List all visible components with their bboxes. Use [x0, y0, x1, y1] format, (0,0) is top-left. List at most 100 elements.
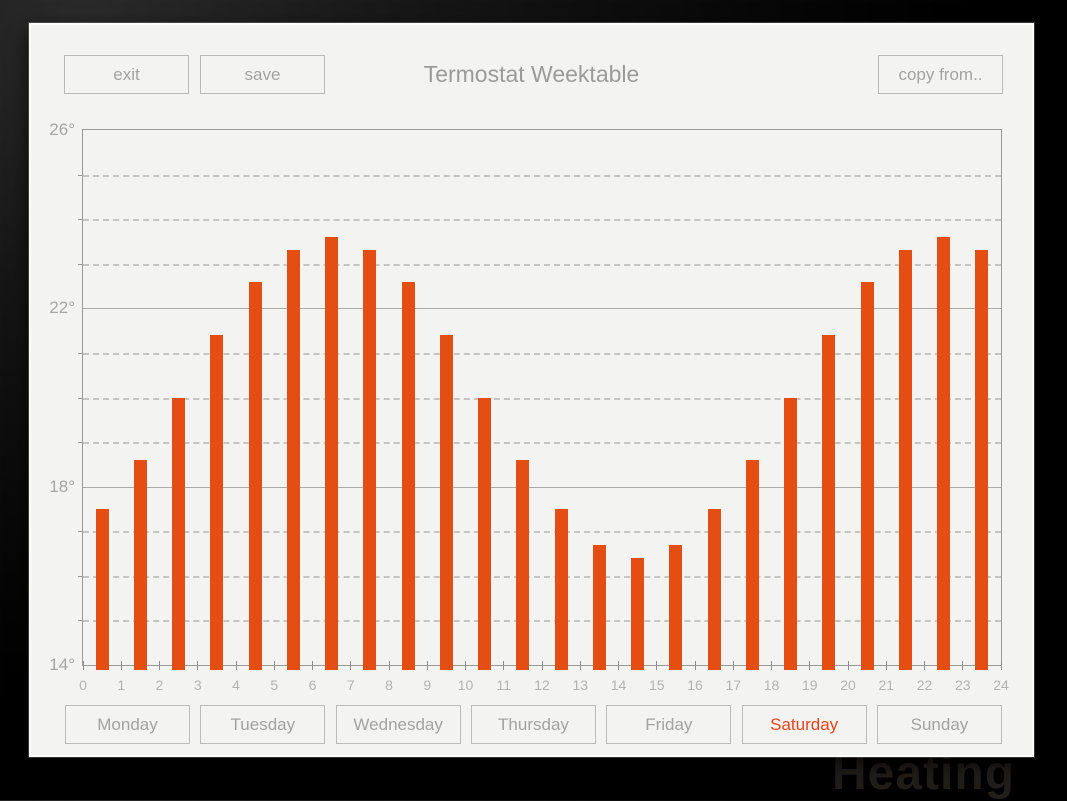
x-tick-14 — [618, 661, 619, 670]
gridline-25 — [83, 174, 1001, 177]
y-tick-19 — [78, 442, 82, 444]
x-tick-17 — [732, 661, 734, 670]
bar-hour-8[interactable] — [401, 281, 415, 670]
x-axis-label-23: 23 — [954, 677, 971, 693]
gridline-24 — [83, 219, 1001, 222]
x-axis-label-5: 5 — [270, 677, 279, 693]
gridline-17 — [83, 531, 1001, 534]
bar-hour-19[interactable] — [822, 335, 836, 670]
x-axis-label-9: 9 — [423, 677, 432, 693]
x-tick-22 — [924, 661, 925, 670]
temperature-chart: 14° 18° 22° 26° 0 1 2 3 4 5 6 7 8 9 10 11 12 13 14 15 16 17 18… — [49, 120, 1009, 693]
x-axis-label-3: 3 — [193, 677, 202, 693]
page-title: Termostat Weektable — [423, 61, 640, 87]
x-tick-9 — [426, 661, 428, 670]
y-tick-15 — [78, 620, 82, 622]
x-axis-label-15: 15 — [648, 677, 665, 693]
bar-hour-1[interactable] — [133, 459, 147, 670]
bar-hour-13[interactable] — [592, 544, 606, 670]
bar-hour-16[interactable] — [707, 508, 721, 670]
x-axis-label-14: 14 — [610, 677, 627, 693]
x-axis-label-19: 19 — [801, 677, 818, 693]
bar-hour-9[interactable] — [439, 335, 453, 670]
y-axis-label-18: 18° — [49, 476, 75, 496]
y-tick-17 — [78, 531, 82, 533]
bar-hour-17[interactable] — [745, 459, 759, 670]
x-axis-label-8: 8 — [385, 677, 393, 693]
y-tick-24 — [78, 219, 82, 221]
x-tick-16 — [694, 661, 696, 670]
x-tick-11 — [503, 661, 505, 670]
y-tick-20 — [78, 397, 82, 399]
x-axis-label-22: 22 — [916, 677, 933, 693]
x-tick-4 — [235, 661, 237, 670]
x-axis-label-0: 0 — [79, 677, 87, 693]
day-tab-wednesday[interactable]: Wednesday — [335, 705, 461, 744]
x-axis-label-24: 24 — [993, 677, 1009, 693]
day-tab-sunday[interactable]: Sunday — [876, 705, 1002, 744]
x-axis-label-11: 11 — [496, 677, 512, 693]
day-tab-tuesday[interactable]: Tuesday — [200, 705, 326, 744]
x-tick-18 — [771, 661, 772, 670]
x-tick-15 — [656, 661, 658, 670]
save-button[interactable]: save — [200, 55, 325, 94]
bar-hour-5[interactable] — [286, 250, 300, 670]
y-axis-label-26: 26° — [49, 120, 75, 139]
exit-button[interactable]: exit — [64, 55, 189, 94]
gridline-22 — [83, 308, 1001, 310]
x-tick-20 — [847, 661, 849, 670]
bar-hour-23[interactable] — [975, 250, 989, 670]
day-tabs: Monday Tuesday Wednesday Thursday Friday Satu… — [65, 705, 1002, 744]
bar-hour-10[interactable] — [478, 397, 492, 670]
bar-hour-2[interactable] — [172, 397, 186, 670]
copy-from-button[interactable]: copy from.. — [878, 55, 1003, 94]
x-axis-label-21: 21 — [878, 677, 895, 693]
day-tab-friday[interactable]: Friday — [606, 705, 732, 744]
bar-hour-4[interactable] — [248, 281, 262, 670]
x-axis-label-16: 16 — [687, 677, 703, 693]
x-axis-label-4: 4 — [232, 677, 240, 693]
bar-hour-18[interactable] — [784, 397, 798, 670]
x-tick-24 — [1000, 661, 1002, 670]
gridline-16 — [83, 575, 1001, 578]
gridline-20 — [83, 397, 1001, 400]
bar-hour-12[interactable] — [554, 508, 568, 670]
bar-hour-14[interactable] — [631, 558, 645, 670]
bar-hour-20[interactable] — [860, 281, 874, 670]
x-tick-0 — [82, 661, 84, 670]
x-axis-label-12: 12 — [534, 677, 550, 693]
y-tick-16 — [78, 575, 82, 577]
x-axis-label-13: 13 — [572, 677, 589, 693]
bar-hour-7[interactable] — [363, 250, 377, 670]
x-tick-21 — [885, 661, 887, 670]
gridline-19 — [83, 442, 1001, 445]
x-tick-8 — [388, 661, 390, 670]
gridline-23 — [83, 263, 1001, 266]
day-tab-thursday[interactable]: Thursday — [470, 705, 596, 744]
day-tab-saturday[interactable]: Saturday — [741, 705, 867, 744]
bar-hour-6[interactable] — [325, 237, 339, 670]
x-tick-7 — [350, 661, 352, 670]
x-axis-label-7: 7 — [346, 677, 355, 693]
x-tick-10 — [465, 661, 466, 670]
bar-hour-3[interactable] — [210, 335, 224, 670]
gridline-15 — [83, 620, 1001, 623]
gridline-18 — [83, 486, 1001, 488]
x-tick-1 — [120, 661, 122, 670]
gridline-21 — [83, 352, 1001, 355]
day-tab-monday[interactable]: Monday — [65, 705, 190, 744]
x-axis-label-17: 17 — [725, 677, 742, 693]
y-axis-label-22: 22° — [49, 298, 75, 318]
x-axis-label-18: 18 — [763, 677, 780, 693]
x-tick-12 — [541, 661, 543, 670]
x-axis-label-1: 1 — [117, 677, 126, 693]
bar-hour-21[interactable] — [898, 250, 912, 670]
x-tick-3 — [197, 661, 199, 670]
y-axis-label-14: 14° — [49, 655, 75, 674]
bar-hour-0[interactable] — [95, 508, 109, 670]
bar-hour-15[interactable] — [669, 544, 683, 670]
bar-hour-11[interactable] — [516, 459, 530, 670]
bar-hour-22[interactable] — [937, 237, 951, 670]
x-axis-label-2: 2 — [155, 677, 164, 693]
x-tick-13 — [579, 661, 581, 670]
